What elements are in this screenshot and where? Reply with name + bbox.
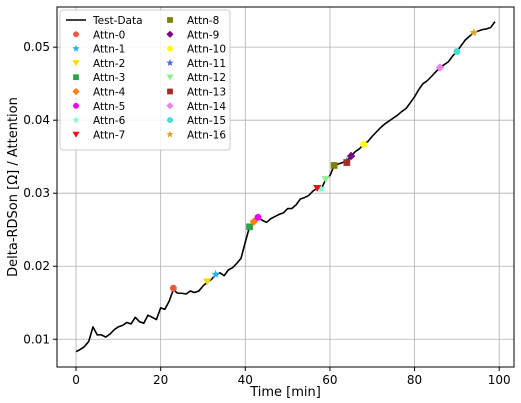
marker-attn-9: [346, 151, 356, 161]
marker-attn-5: [254, 213, 262, 221]
x-tick-label: 80: [407, 373, 422, 387]
x-tick-label: 0: [72, 373, 80, 387]
legend-handle-attn-14: [166, 102, 174, 110]
legend-label-test-data: Test-Data: [92, 15, 143, 27]
series-line-test-data: [75, 21, 496, 353]
x-tick-label: 20: [153, 373, 168, 387]
legend-handle-attn-5: [73, 102, 79, 109]
series-layer: [75, 21, 496, 353]
marker-attn-1: [211, 269, 220, 278]
marker-attn-15: [453, 48, 461, 55]
legend-label-attn-11: Attn-11: [187, 58, 226, 70]
legend-label-attn-16: Attn-16: [187, 129, 226, 141]
y-tick-label: 0.01: [23, 332, 50, 346]
y-tick-label: 0.02: [23, 259, 50, 273]
legend-handle-attn-11: [166, 59, 174, 66]
marker-attn-2: [203, 278, 212, 286]
marker-attn-13: [343, 159, 351, 166]
legend-label-attn-1: Attn-1: [93, 44, 125, 56]
legend-handle-attn-13: [167, 88, 173, 95]
legend-label-attn-3: Attn-3: [93, 72, 125, 84]
plot-frame: [56, 6, 515, 368]
marker-attn-3: [246, 223, 253, 231]
marker-attn-14: [435, 63, 445, 72]
legend-handle-attn-6: [72, 116, 80, 124]
legend-label-attn-9: Attn-9: [187, 29, 219, 41]
marker-attn-8: [330, 162, 338, 169]
y-tick-label: 0.05: [23, 40, 50, 54]
legend-label-attn-8: Attn-8: [187, 15, 219, 27]
legend-handle-attn-3: [73, 74, 79, 81]
legend-label-attn-14: Attn-14: [187, 101, 226, 113]
x-tick-label: 60: [322, 373, 337, 387]
legend-handle-attn-0: [73, 31, 79, 38]
axis-ticks: 0 20 40 60 80 100 0.01 0.02 0.03 0.04 0.05: [23, 40, 510, 387]
marker-attn-7: [313, 184, 322, 192]
legend-handle-attn-15: [167, 117, 173, 124]
legend-label-attn-6: Attn-6: [93, 115, 126, 127]
legend-handle-attn-8: [167, 17, 173, 23]
y-tick-label: 0.04: [23, 113, 50, 127]
marker-attn-16: [469, 28, 478, 37]
legend-handle-attn-12: [166, 74, 174, 81]
x-axis-label: Time [min]: [249, 385, 321, 400]
legend: Test-Data Attn-0 Attn-1 Attn-2 Attn-3 Attn-4 A…: [59, 9, 231, 151]
x-tick-label: 40: [238, 373, 253, 387]
x-tick-label: 100: [488, 373, 511, 387]
legend-label-attn-4: Attn-4: [93, 87, 126, 99]
legend-label-attn-5: Attn-5: [93, 101, 125, 113]
legend-handle-attn-10: [167, 45, 173, 52]
legend-label-attn-7: Attn-7: [93, 129, 125, 141]
legend-handle-attn-7: [72, 131, 80, 138]
marker-attn-12: [321, 176, 330, 184]
legend-handle-attn-16: [166, 130, 174, 138]
grid: [57, 7, 514, 367]
y-axis-label: Delta-RDSon [Ω] / Attention: [6, 97, 21, 277]
legend-label-attn-10: Attn-10: [187, 44, 226, 56]
marker-attn-6: [317, 184, 326, 193]
legend-label-attn-2: Attn-2: [93, 58, 125, 70]
marker-attn-10: [360, 140, 368, 148]
legend-handle-attn-1: [72, 44, 80, 52]
legend-label-attn-13: Attn-13: [187, 87, 226, 99]
legend-handle-attn-9: [166, 30, 174, 38]
legend-label-attn-15: Attn-15: [187, 115, 226, 127]
legend-handle-attn-2: [72, 60, 80, 67]
y-tick-label: 0.03: [23, 186, 50, 200]
marker-attn-0: [169, 284, 177, 292]
legend-handle-attn-4: [72, 87, 80, 96]
legend-box: [59, 9, 231, 151]
legend-label-attn-0: Attn-0: [93, 29, 125, 41]
legend-label-attn-12: Attn-12: [187, 72, 226, 84]
